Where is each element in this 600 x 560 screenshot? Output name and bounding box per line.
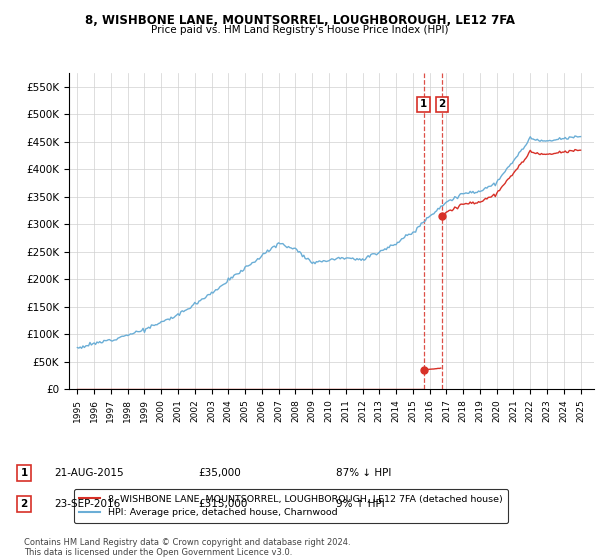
Text: 21-AUG-2015: 21-AUG-2015 [54,468,124,478]
Text: £315,000: £315,000 [198,499,247,509]
Text: 8, WISHBONE LANE, MOUNTSORREL, LOUGHBOROUGH, LE12 7FA: 8, WISHBONE LANE, MOUNTSORREL, LOUGHBORO… [85,14,515,27]
Text: 1: 1 [420,100,427,109]
Text: 2: 2 [20,499,28,509]
Text: 9% ↑ HPI: 9% ↑ HPI [336,499,385,509]
Text: 2: 2 [438,100,445,109]
Text: Price paid vs. HM Land Registry's House Price Index (HPI): Price paid vs. HM Land Registry's House … [151,25,449,35]
Text: 23-SEP-2016: 23-SEP-2016 [54,499,120,509]
Text: 87% ↓ HPI: 87% ↓ HPI [336,468,391,478]
Text: Contains HM Land Registry data © Crown copyright and database right 2024.
This d: Contains HM Land Registry data © Crown c… [24,538,350,557]
Text: £35,000: £35,000 [198,468,241,478]
Legend: 8, WISHBONE LANE, MOUNTSORREL, LOUGHBOROUGH, LE12 7FA (detached house), HPI: Ave: 8, WISHBONE LANE, MOUNTSORREL, LOUGHBORO… [74,489,508,523]
Text: 1: 1 [20,468,28,478]
